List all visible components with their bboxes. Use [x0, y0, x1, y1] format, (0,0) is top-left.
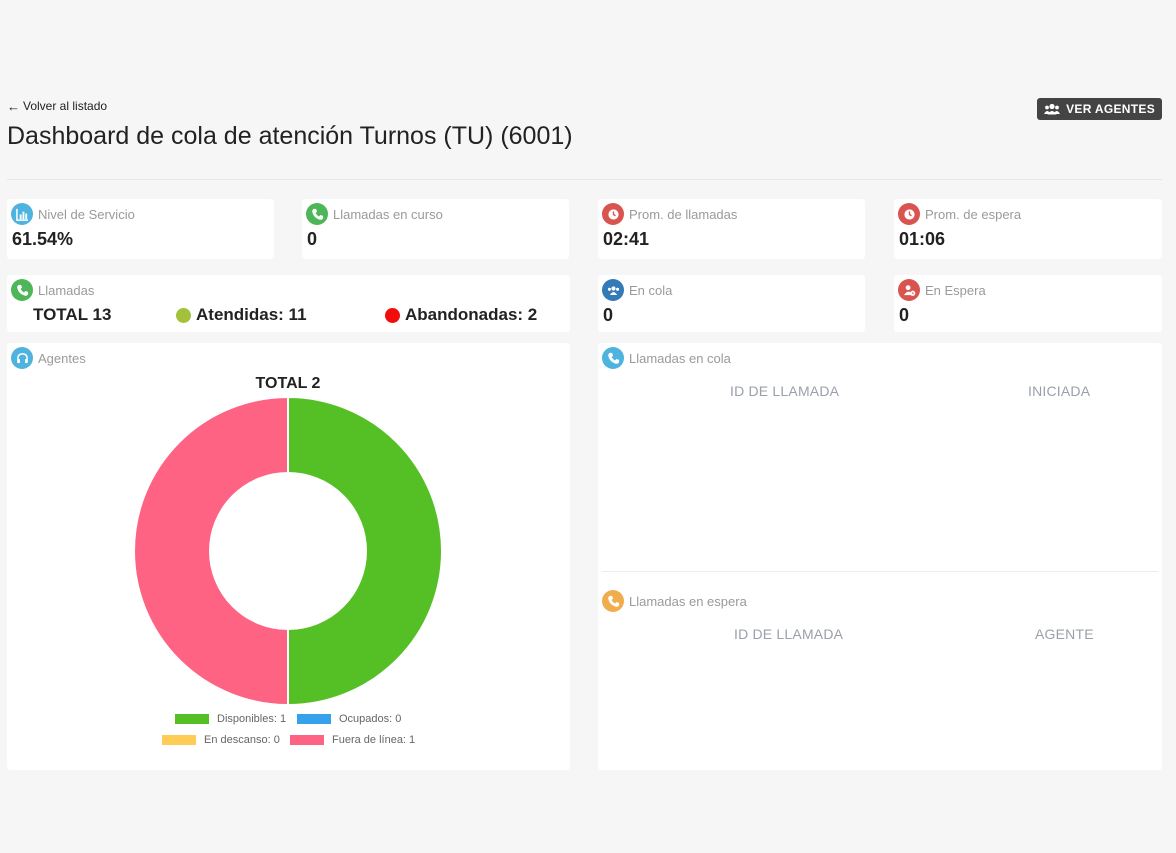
llamadas-en-espera-label: Llamadas en espera — [629, 593, 747, 609]
ver-agentes-label: VER AGENTES — [1066, 102, 1155, 116]
abandonadas-label: Abandonadas: 2 — [405, 305, 538, 324]
headset-icon — [11, 347, 33, 369]
ver-agentes-button[interactable]: VER AGENTES — [1037, 98, 1162, 120]
users-icon — [1044, 103, 1061, 115]
clock-icon — [898, 203, 920, 225]
clock-icon — [602, 203, 624, 225]
col-iniciada: INICIADA — [1028, 383, 1091, 399]
nivel-servicio-value: 61.54% — [12, 229, 74, 249]
card-en-cola: En cola 0 — [598, 275, 865, 332]
card-prom-llamadas: Prom. de llamadas 02:41 — [598, 199, 865, 259]
card-prom-espera: Prom. de espera 01:06 — [894, 199, 1162, 259]
llamadas-curso-value: 0 — [307, 229, 318, 249]
card-nivel-servicio: Nivel de Servicio 61.54% — [7, 199, 274, 259]
legend-swatch — [175, 714, 209, 724]
page-title: Dashboard de cola de atención Turnos (TU… — [7, 122, 573, 150]
col-agente: AGENTE — [1035, 626, 1094, 642]
legend-fuera-de-linea[interactable]: Fuera de línea: 1 — [290, 734, 415, 746]
legend-en-descanso[interactable]: En descanso: 0 — [162, 734, 280, 746]
donut-slice-fuera-de-l-nea[interactable] — [133, 395, 289, 707]
legend-swatch — [162, 735, 196, 745]
legend-label: Fuera de línea: 1 — [332, 734, 416, 746]
phone-icon — [306, 203, 328, 225]
prom-llamadas-value: 02:41 — [603, 229, 650, 249]
abandonadas-dot — [385, 307, 400, 323]
prom-llamadas-label: Prom. de llamadas — [629, 206, 738, 222]
card-llamadas-curso: Llamadas en curso 0 — [302, 199, 569, 259]
phone-icon — [11, 279, 33, 301]
llamadas-label: Llamadas — [38, 282, 95, 298]
card-en-espera: En Espera 0 — [894, 275, 1162, 332]
legend-swatch — [290, 735, 324, 745]
user-clock-icon — [898, 279, 920, 301]
atendidas-dot — [176, 307, 191, 323]
llamadas-atendidas: Atendidas: 11 — [176, 305, 307, 325]
prom-espera-label: Prom. de espera — [925, 206, 1022, 222]
legend-swatch — [297, 714, 331, 724]
phone-icon — [602, 590, 624, 612]
legend-label: Ocupados: 0 — [339, 713, 402, 725]
card-tablas: Llamadas en cola ID DE LLAMADA INICIADA … — [598, 343, 1162, 770]
legend-label: En descanso: 0 — [204, 734, 280, 746]
chart-icon — [11, 203, 33, 225]
back-link[interactable]: ← Volver al listado — [7, 99, 107, 113]
llamadas-abandonadas: Abandonadas: 2 — [385, 305, 537, 325]
col-id-llamada: ID DE LLAMADA — [734, 626, 844, 642]
arrow-left-icon: ← — [7, 98, 20, 114]
phone-icon — [602, 347, 624, 369]
llamadas-en-cola-label: Llamadas en cola — [629, 350, 731, 366]
nivel-servicio-label: Nivel de Servicio — [38, 206, 135, 222]
agentes-donut-chart: TOTAL 2 — [133, 375, 443, 707]
donut-slice-disponibles[interactable] — [287, 395, 443, 707]
prom-espera-value: 01:06 — [899, 229, 946, 249]
en-espera-label: En Espera — [925, 282, 986, 298]
legend-label: Disponibles: 1 — [217, 713, 287, 725]
users-icon — [602, 279, 624, 301]
en-cola-value: 0 — [603, 305, 614, 325]
legend-disponibles[interactable]: Disponibles: 1 — [175, 713, 286, 725]
en-cola-label: En cola — [629, 282, 673, 298]
card-agentes: Agentes TOTAL 2 Disponibles: 1 Ocupados:… — [7, 343, 570, 770]
header-divider — [7, 179, 1162, 180]
card-llamadas: Llamadas TOTAL 13 Atendidas: 11 Abandona… — [7, 275, 570, 332]
col-id-llamada: ID DE LLAMADA — [730, 383, 840, 399]
atendidas-label: Atendidas: 11 — [196, 305, 307, 324]
chart-title: TOTAL 2 — [256, 375, 321, 392]
llamadas-total: TOTAL 13 — [33, 305, 112, 324]
llamadas-curso-label: Llamadas en curso — [333, 206, 443, 222]
legend-ocupados[interactable]: Ocupados: 0 — [297, 713, 401, 725]
back-link-label: Volver al listado — [23, 99, 108, 113]
en-espera-value: 0 — [899, 305, 910, 325]
agentes-label: Agentes — [38, 350, 86, 366]
section-divider — [602, 571, 1158, 572]
